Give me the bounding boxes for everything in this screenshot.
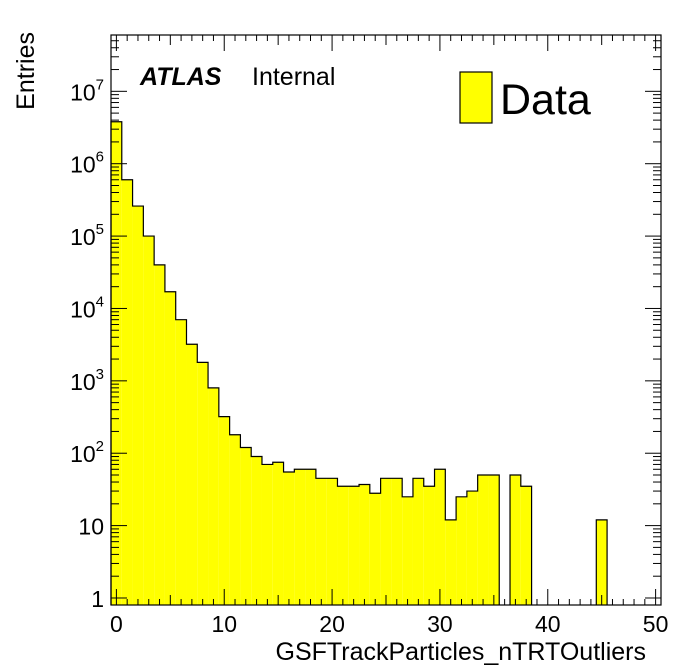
x-axis-ticks xyxy=(115,35,657,605)
histogram-bar xyxy=(348,486,360,605)
histogram-bar xyxy=(520,486,532,605)
histogram-bar xyxy=(164,291,176,605)
histogram-bar xyxy=(132,206,144,605)
legend-swatch-data xyxy=(459,71,493,124)
y-tick-label: 1 xyxy=(91,586,104,612)
y-tick-label: 102 xyxy=(70,438,104,467)
histogram-bar xyxy=(380,478,392,605)
histogram-bar xyxy=(294,469,306,605)
histogram-bar xyxy=(121,179,133,605)
y-tick-label: 104 xyxy=(70,293,104,322)
histogram-outline xyxy=(110,121,608,605)
histogram-bar xyxy=(359,484,370,605)
y-tick-label: 107 xyxy=(70,76,104,105)
histogram-bar xyxy=(456,496,467,605)
histogram-bar xyxy=(240,447,252,605)
x-axis-tick-labels: 0 10 20 30 40 50 xyxy=(110,611,668,637)
histogram-bar xyxy=(315,478,327,605)
histogram-bar xyxy=(510,475,521,605)
histogram-bar xyxy=(261,464,273,605)
histogram-bar xyxy=(434,469,446,605)
histogram-bar xyxy=(143,236,155,605)
histogram-bar xyxy=(488,475,500,605)
x-tick-label: 10 xyxy=(211,611,237,637)
x-tick-label: 30 xyxy=(427,611,453,637)
histogram-bar xyxy=(445,519,457,605)
histogram-bar xyxy=(251,456,262,605)
y-axis-ticks xyxy=(111,34,661,599)
histogram-bar xyxy=(596,519,608,605)
histogram-bar xyxy=(229,434,241,605)
histogram-bar xyxy=(111,121,122,606)
legend-label-data: Data xyxy=(500,76,591,124)
y-tick-label: 10 xyxy=(78,514,104,540)
atlas-label: ATLAS xyxy=(139,63,222,91)
histogram-bar xyxy=(197,362,209,605)
histogram-bar xyxy=(175,319,187,605)
y-tick-label: 105 xyxy=(70,221,104,250)
histogram-bar xyxy=(402,496,413,605)
histogram-bar xyxy=(272,462,284,605)
y-axis-title: Entries xyxy=(12,32,40,110)
internal-label: Internal xyxy=(252,63,335,91)
histogram-bar xyxy=(218,416,230,605)
histogram-bar xyxy=(208,387,219,605)
x-axis-title: GSFTrackParticles_nTRTOutliers xyxy=(276,638,646,666)
histogram-bar xyxy=(326,478,338,605)
histogram-bar xyxy=(477,475,489,605)
histogram-bar xyxy=(412,478,424,605)
x-tick-label: 40 xyxy=(535,611,561,637)
histogram-bar xyxy=(305,469,316,605)
histogram-bars xyxy=(111,121,608,606)
histogram-bar xyxy=(154,264,165,605)
x-tick-label: 50 xyxy=(643,611,669,637)
histogram-bar xyxy=(337,486,349,605)
histogram-bar xyxy=(391,478,403,605)
y-axis-tick-labels: 1 10 102 103 104 105 106 107 xyxy=(70,76,104,612)
histogram-bar xyxy=(423,486,435,605)
y-tick-label: 106 xyxy=(70,149,104,178)
histogram-bar xyxy=(466,491,478,605)
y-tick-label: 103 xyxy=(70,366,104,395)
histogram-bar xyxy=(283,472,295,605)
histogram-bar xyxy=(186,344,198,605)
x-tick-label: 20 xyxy=(319,611,345,637)
histogram-bar xyxy=(369,493,381,605)
x-tick-label: 0 xyxy=(110,611,123,637)
